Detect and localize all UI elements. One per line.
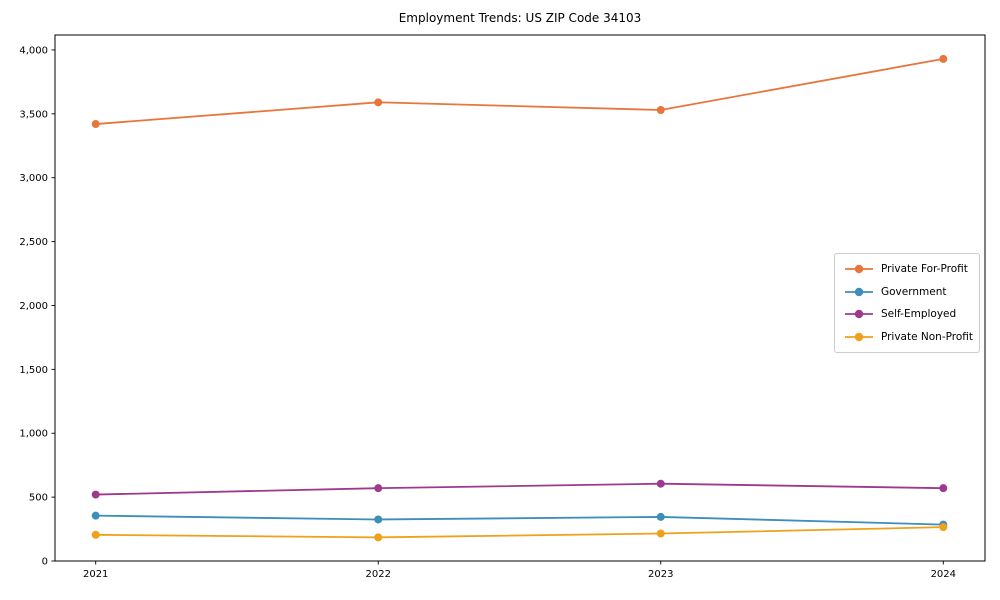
- y-tick-label: 1,500: [19, 365, 48, 376]
- series-line-private-non-profit: [94, 526, 945, 539]
- marker-government-2022: [374, 515, 383, 524]
- legend-label: Private For-Profit: [881, 263, 968, 276]
- x-tick-label: 2023: [648, 569, 673, 580]
- marker-private-for-profit-2023: [656, 105, 665, 114]
- marker-self-employed-2021: [91, 490, 100, 499]
- chart-legend: Private For-Profit Government Self-Employe…: [834, 253, 980, 353]
- y-tick-label: 4,000: [19, 45, 48, 56]
- legend-label: Government: [881, 285, 947, 298]
- x-tick-label: 2024: [931, 569, 956, 580]
- legend-item-private-for-profit: Private For-Profit: [844, 258, 973, 281]
- x-tick-label: 2021: [83, 569, 108, 580]
- y-tick-label: 0: [42, 557, 48, 568]
- marker-private-non-profit-2023: [656, 529, 665, 538]
- y-tick-label: 3,000: [19, 173, 48, 184]
- legend-line-marker-icon: [845, 332, 873, 341]
- series-line-self-employed: [94, 482, 945, 496]
- marker-self-employed-2023: [656, 479, 665, 488]
- y-tick-label: 2,000: [19, 301, 48, 312]
- legend-item-self-employed: Self-Employed: [844, 303, 973, 326]
- legend-item-private-non-profit: Private Non-Profit: [844, 326, 973, 349]
- legend-item-government: Government: [844, 281, 973, 304]
- series-line-private-for-profit: [94, 57, 945, 125]
- series-line-government: [94, 514, 945, 526]
- y-tick-label: 1,000: [19, 429, 48, 440]
- marker-self-employed-2022: [374, 484, 383, 493]
- legend-line-marker-icon: [845, 265, 873, 274]
- marker-government-2023: [656, 512, 665, 521]
- y-tick-label: 3,500: [19, 109, 48, 120]
- legend-label: Private Non-Profit: [880, 330, 973, 343]
- legend-line-marker-icon: [845, 310, 873, 319]
- y-tick-label: 500: [29, 493, 48, 504]
- y-tick-label: 2,500: [19, 237, 48, 248]
- marker-private-non-profit-2024: [939, 523, 948, 532]
- marker-private-non-profit-2021: [91, 530, 100, 539]
- chart-title: Employment Trends: US ZIP Code 34103: [398, 11, 642, 25]
- legend-label: Self-Employed: [881, 308, 957, 321]
- legend-line-marker-icon: [845, 287, 873, 296]
- marker-private-for-profit-2024: [939, 54, 948, 63]
- marker-private-non-profit-2022: [374, 533, 383, 542]
- marker-private-for-profit-2021: [91, 120, 100, 129]
- marker-private-for-profit-2022: [374, 98, 383, 107]
- x-tick-label: 2022: [366, 569, 391, 580]
- plot-frame: [54, 34, 986, 562]
- marker-self-employed-2024: [939, 484, 948, 493]
- marker-government-2021: [91, 511, 100, 520]
